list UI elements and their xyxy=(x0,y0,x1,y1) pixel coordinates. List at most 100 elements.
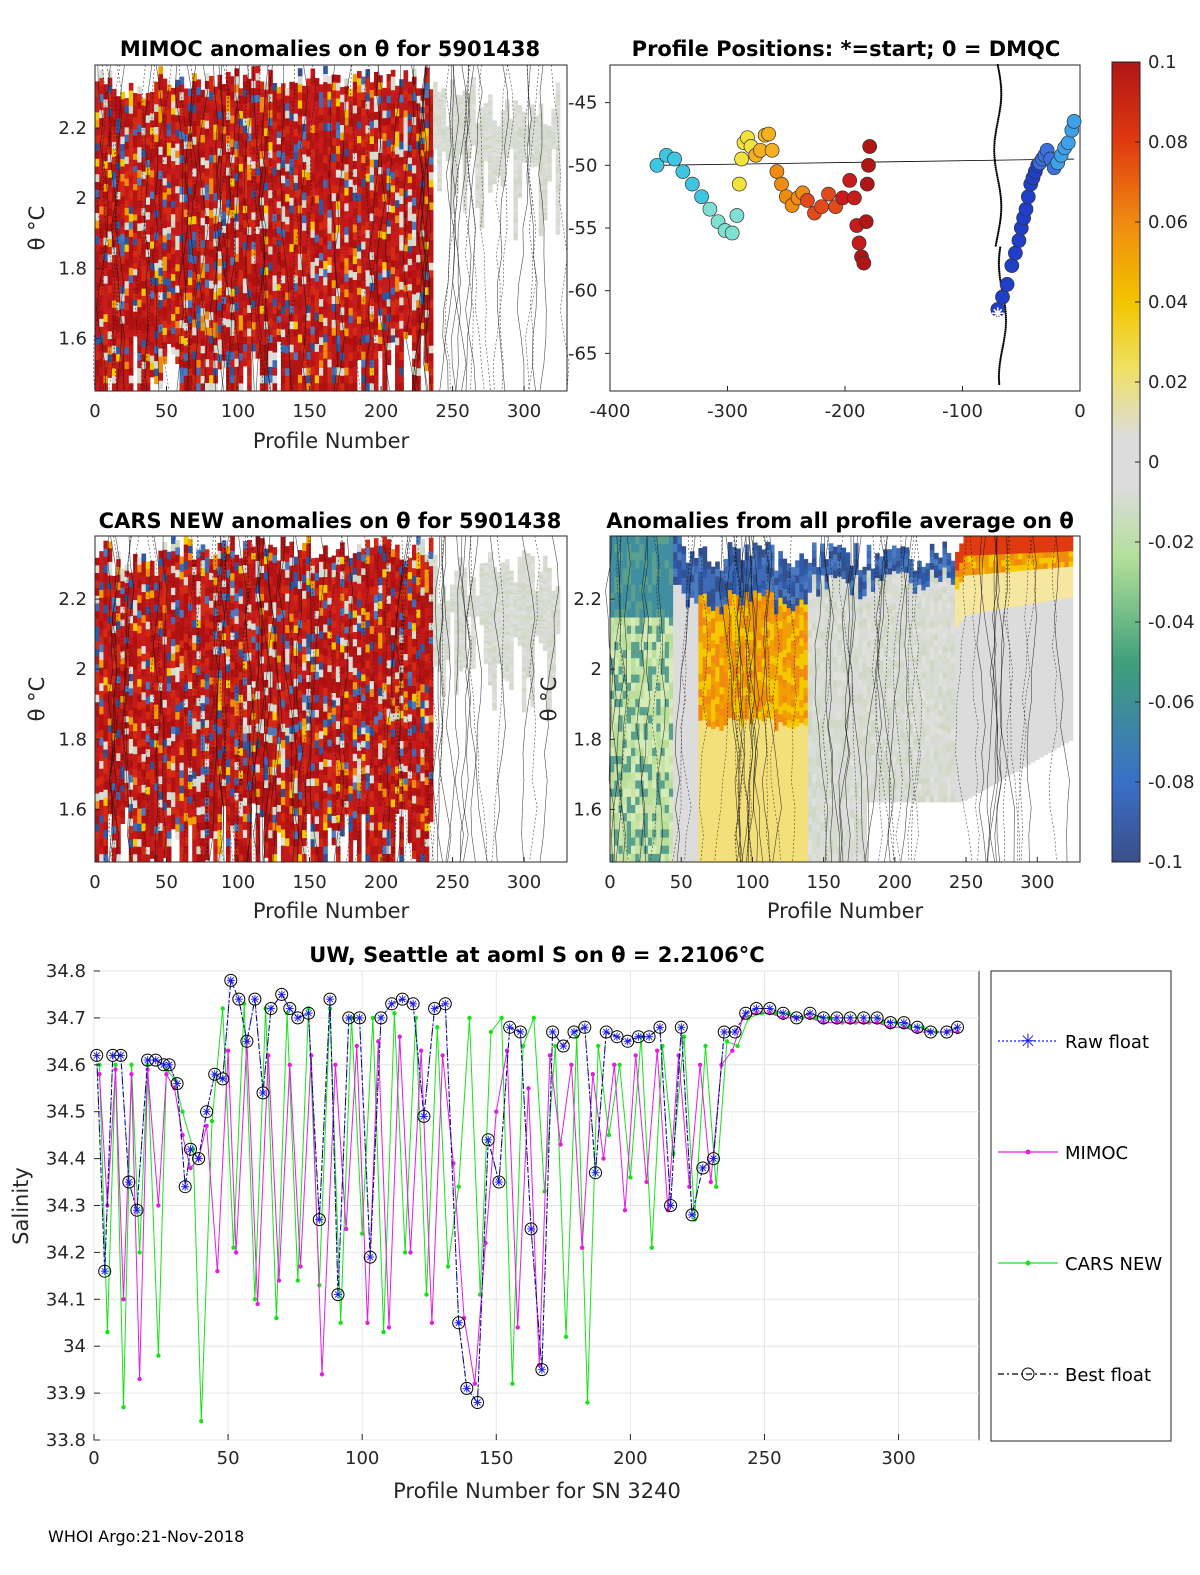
heat-cell xyxy=(551,116,557,119)
heat-cell xyxy=(314,226,320,235)
heat-cell xyxy=(103,275,109,285)
heat-cell xyxy=(99,350,104,360)
heat-cell xyxy=(327,233,333,242)
heat-cell xyxy=(187,118,193,127)
heat-cell xyxy=(99,722,104,731)
heat-cell xyxy=(276,137,282,145)
heat-cell xyxy=(264,82,269,91)
heat-cell xyxy=(475,178,480,181)
heat-cell xyxy=(242,118,248,127)
heat-cell xyxy=(348,88,354,97)
heat-cell xyxy=(306,289,311,298)
heat-cell xyxy=(171,300,176,308)
coast-dot xyxy=(994,244,997,247)
heat-cell xyxy=(111,323,117,331)
heat-cell xyxy=(103,757,109,767)
heat-cell xyxy=(158,364,164,374)
heat-cell xyxy=(378,181,383,189)
heat-cell xyxy=(513,145,518,150)
heat-cell xyxy=(302,146,307,155)
heat-cell xyxy=(407,189,413,196)
heat-cell xyxy=(276,271,282,279)
heat-cell xyxy=(517,151,523,154)
profile-position-point xyxy=(702,201,718,217)
heat-cell xyxy=(475,135,480,139)
heat-cell xyxy=(521,139,527,142)
heat-cell xyxy=(95,205,100,214)
heat-cell xyxy=(264,375,269,384)
y-tick-label: -60 xyxy=(568,281,597,302)
heat-cell xyxy=(445,158,451,161)
heat-cell xyxy=(466,135,472,138)
heat-cell xyxy=(437,126,442,130)
contour-line xyxy=(538,64,547,392)
heat-cell xyxy=(251,197,256,206)
heat-cell xyxy=(488,106,493,110)
heat-cell xyxy=(521,154,527,157)
heat-cell xyxy=(318,91,324,101)
heat-cell xyxy=(154,202,159,211)
heat-cell xyxy=(344,226,349,236)
heat-cell xyxy=(289,120,295,129)
heat-cell xyxy=(280,360,286,369)
heat-cell xyxy=(534,148,540,151)
heat-cell xyxy=(99,714,104,723)
heat-cell xyxy=(95,321,100,330)
heat-cell xyxy=(500,172,506,176)
heat-cell xyxy=(542,188,548,192)
heat-cell xyxy=(264,267,269,276)
heat-cell xyxy=(107,162,113,171)
heat-cell xyxy=(416,269,421,278)
heat-cell xyxy=(116,621,121,630)
heat-cell xyxy=(251,124,256,133)
heat-cell xyxy=(103,84,109,93)
heat-cell xyxy=(272,152,278,161)
heat-cell xyxy=(95,89,100,98)
heat-cell xyxy=(352,192,358,202)
heat-cell xyxy=(428,164,434,173)
heat-cell xyxy=(331,114,337,123)
heat-cell xyxy=(395,322,400,331)
profile-position-point xyxy=(821,186,836,202)
heat-cell xyxy=(386,350,392,358)
heat-cell xyxy=(95,572,100,581)
heat-cell xyxy=(141,178,147,187)
heat-cell xyxy=(323,309,328,319)
heat-cell xyxy=(251,146,256,155)
heat-cell xyxy=(382,239,387,248)
heat-cell xyxy=(133,178,138,185)
heat-cell xyxy=(124,361,130,370)
heat-cell xyxy=(521,152,527,154)
heat-cell xyxy=(454,94,459,98)
heat-cell xyxy=(395,329,400,338)
heat-cell xyxy=(454,104,459,108)
coast-dot xyxy=(1000,204,1003,207)
heat-cell xyxy=(276,328,282,336)
heat-cell xyxy=(542,143,548,146)
heat-cell xyxy=(483,139,489,141)
heat-cell xyxy=(327,343,333,353)
heat-cell xyxy=(238,368,244,377)
heat-cell xyxy=(357,244,362,252)
heat-cell xyxy=(285,171,290,180)
heat-cell xyxy=(318,168,324,177)
heat-cell xyxy=(166,337,172,345)
heat-cell xyxy=(103,556,109,566)
heat-cell xyxy=(128,329,134,338)
heat-cell xyxy=(335,225,341,234)
heat-cell xyxy=(382,133,387,142)
heat-cell xyxy=(483,156,489,159)
heat-cell xyxy=(133,214,138,221)
heat-cell xyxy=(280,121,286,130)
heat-cell xyxy=(521,144,527,147)
heat-cell xyxy=(365,85,371,94)
heat-cell xyxy=(445,153,451,155)
heat-cell xyxy=(534,126,540,129)
heat-cell xyxy=(390,124,396,132)
heat-cell xyxy=(458,136,464,139)
heat-cell xyxy=(251,241,256,250)
heat-cell xyxy=(399,141,404,150)
heat-cell xyxy=(196,180,202,189)
heat-cell xyxy=(530,159,535,162)
heat-cell xyxy=(449,139,455,144)
